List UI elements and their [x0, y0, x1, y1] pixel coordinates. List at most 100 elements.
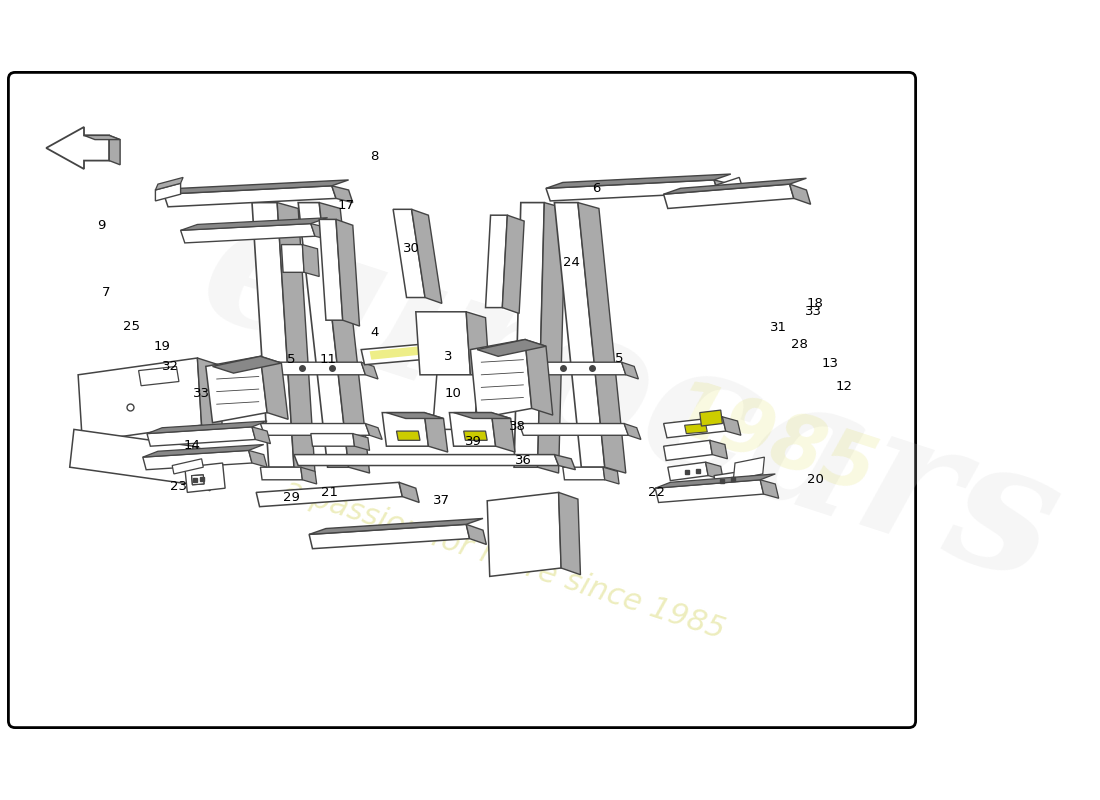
Polygon shape — [311, 434, 354, 446]
FancyBboxPatch shape — [9, 72, 915, 728]
Polygon shape — [432, 374, 478, 430]
Polygon shape — [69, 430, 194, 484]
Text: 19: 19 — [153, 340, 170, 353]
Polygon shape — [621, 362, 638, 379]
Polygon shape — [790, 184, 811, 204]
Polygon shape — [396, 431, 420, 440]
Polygon shape — [466, 524, 486, 545]
Polygon shape — [487, 493, 561, 577]
Polygon shape — [603, 467, 619, 484]
Text: 11: 11 — [319, 353, 337, 366]
Polygon shape — [723, 417, 741, 435]
Polygon shape — [525, 339, 552, 415]
Polygon shape — [514, 202, 544, 467]
Text: 33: 33 — [804, 305, 822, 318]
Text: 33: 33 — [192, 386, 210, 400]
Polygon shape — [319, 219, 343, 320]
Text: 36: 36 — [516, 454, 532, 467]
Text: a passion for more since 1985: a passion for more since 1985 — [279, 474, 728, 645]
Polygon shape — [714, 470, 755, 490]
Text: 4: 4 — [370, 326, 378, 339]
Polygon shape — [261, 356, 288, 419]
Polygon shape — [538, 202, 565, 473]
Text: 37: 37 — [433, 494, 450, 507]
Polygon shape — [189, 446, 214, 490]
Polygon shape — [252, 427, 271, 444]
Polygon shape — [471, 339, 531, 418]
Polygon shape — [411, 210, 442, 303]
Polygon shape — [700, 410, 723, 426]
Polygon shape — [492, 413, 515, 452]
Polygon shape — [191, 474, 205, 485]
Text: 17: 17 — [338, 198, 355, 212]
Text: 39: 39 — [464, 435, 482, 448]
Polygon shape — [256, 362, 365, 374]
Text: 38: 38 — [509, 420, 526, 434]
Polygon shape — [261, 467, 302, 480]
Polygon shape — [466, 312, 490, 381]
Polygon shape — [212, 356, 282, 373]
Polygon shape — [282, 245, 304, 272]
Text: 21: 21 — [321, 486, 339, 499]
Polygon shape — [546, 174, 730, 188]
Polygon shape — [416, 312, 471, 374]
Polygon shape — [206, 356, 267, 422]
Polygon shape — [147, 427, 255, 446]
Polygon shape — [624, 423, 641, 439]
Polygon shape — [399, 482, 419, 502]
Text: 5: 5 — [287, 353, 295, 366]
Text: 30: 30 — [403, 242, 419, 255]
Polygon shape — [302, 245, 319, 277]
Polygon shape — [382, 413, 428, 446]
Polygon shape — [311, 223, 332, 240]
Polygon shape — [386, 413, 443, 418]
Text: 32: 32 — [163, 360, 179, 373]
Polygon shape — [173, 459, 204, 474]
Polygon shape — [684, 423, 707, 434]
Polygon shape — [464, 431, 487, 440]
Polygon shape — [710, 440, 727, 459]
Polygon shape — [517, 362, 626, 374]
Polygon shape — [656, 480, 763, 502]
Text: 3: 3 — [444, 350, 452, 363]
Polygon shape — [277, 202, 315, 473]
Polygon shape — [760, 480, 779, 498]
Polygon shape — [370, 346, 430, 360]
Polygon shape — [249, 450, 267, 467]
Text: 13: 13 — [822, 357, 838, 370]
Polygon shape — [309, 524, 470, 549]
Polygon shape — [453, 413, 510, 418]
Polygon shape — [734, 457, 764, 480]
Polygon shape — [155, 183, 180, 201]
Text: eurocars: eurocars — [182, 179, 1078, 621]
Text: 24: 24 — [562, 256, 580, 269]
Polygon shape — [425, 413, 448, 452]
Polygon shape — [185, 463, 226, 493]
Text: 10: 10 — [444, 386, 461, 400]
Text: 31: 31 — [770, 321, 786, 334]
Text: 28: 28 — [791, 338, 807, 351]
Text: 23: 23 — [169, 479, 187, 493]
Text: 5: 5 — [615, 352, 624, 365]
Polygon shape — [485, 215, 507, 307]
Polygon shape — [180, 218, 328, 230]
Text: 7: 7 — [102, 286, 110, 299]
Polygon shape — [298, 202, 349, 467]
Polygon shape — [84, 135, 120, 139]
Polygon shape — [332, 186, 353, 202]
Text: 8: 8 — [370, 150, 378, 163]
Polygon shape — [663, 178, 806, 194]
Text: 22: 22 — [648, 486, 664, 499]
Text: 20: 20 — [806, 473, 824, 486]
Polygon shape — [437, 343, 460, 364]
Polygon shape — [663, 184, 794, 209]
Polygon shape — [477, 339, 546, 356]
Text: 9: 9 — [98, 218, 106, 232]
Polygon shape — [578, 202, 626, 473]
Polygon shape — [559, 493, 581, 574]
Polygon shape — [353, 434, 370, 450]
Text: 18: 18 — [806, 298, 824, 310]
Text: 6: 6 — [592, 182, 601, 195]
Polygon shape — [109, 135, 120, 165]
Polygon shape — [197, 358, 222, 432]
